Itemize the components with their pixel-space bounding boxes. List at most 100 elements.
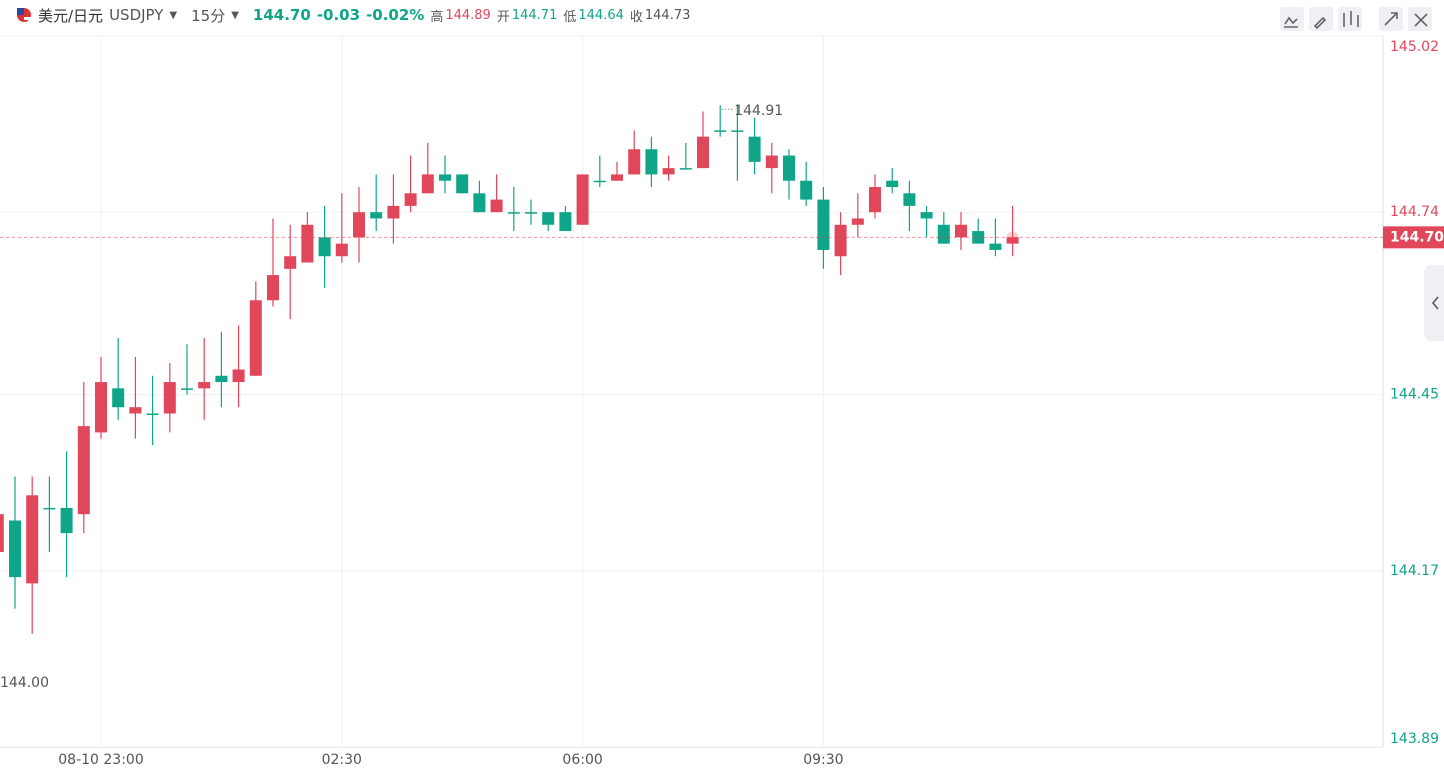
candle-body: [387, 205, 400, 219]
candle-body: [989, 243, 1002, 250]
candle-body: [9, 520, 21, 578]
label: 高: [430, 9, 444, 25]
candle-body: [955, 224, 967, 238]
x-tick-label: 09:30: [803, 752, 843, 768]
candle-body: [662, 168, 675, 175]
candle-body: [473, 193, 486, 213]
tool-button[interactable]: [1309, 7, 1333, 31]
candle-body: [576, 174, 589, 225]
candle-body: [714, 130, 727, 132]
low: 144.64: [578, 7, 624, 23]
x-tick-label: 06:00: [562, 752, 602, 768]
candle-body: [593, 180, 606, 183]
candle-body: [765, 155, 778, 169]
candle-body: [112, 388, 125, 408]
close: 144.73: [644, 7, 691, 23]
interval[interactable]: 15分: [191, 6, 226, 25]
candle-body: [559, 212, 572, 232]
candle-body: [232, 369, 245, 383]
price: 144.70: [252, 6, 311, 24]
dropdown[interactable]: ▼: [231, 9, 239, 21]
y-tick-label: 144.45: [1390, 387, 1439, 403]
header: 美元/日元 USDJPY ▼ 15分 ▼ 144.70 -0.03 -0.02%…: [0, 0, 1444, 30]
last-price-dot: [1006, 231, 1019, 244]
candle-body: [284, 256, 297, 269]
candle-body: [318, 237, 331, 257]
candle-body: [645, 149, 658, 175]
candle-body: [181, 388, 193, 390]
candle-body: [60, 507, 73, 534]
candle-body: [370, 212, 383, 219]
candle-body: [886, 180, 899, 188]
tool-button[interactable]: [1338, 7, 1362, 31]
tool-button[interactable]: [1280, 7, 1304, 31]
candle-body: [542, 212, 555, 225]
candle-body: [800, 180, 813, 200]
change: -0.03: [316, 6, 361, 24]
expand-button[interactable]: [1379, 7, 1403, 31]
y-tick-label: 145.02: [1390, 39, 1439, 55]
y-tick-label: 144.17: [1390, 563, 1439, 579]
candle-body: [697, 136, 709, 169]
dropdown[interactable]: ▼: [169, 9, 178, 21]
candle-body: [421, 174, 434, 194]
candle-body: [198, 382, 211, 389]
candle-body: [456, 174, 469, 194]
candle-body: [972, 231, 985, 244]
label: 低: [563, 9, 577, 25]
candle-body: [937, 224, 950, 244]
flag-icon: [17, 8, 31, 22]
open: 144.71: [511, 7, 558, 23]
candle-body: [267, 275, 279, 301]
candle-body: [731, 130, 744, 132]
candle-body: [95, 382, 107, 433]
last-price-tag: [1383, 226, 1444, 249]
candle-body: [525, 212, 537, 214]
symbol[interactable]: USDJPY: [109, 6, 164, 24]
y-tick-label: 143.89: [1390, 731, 1439, 747]
candle-body: [43, 507, 56, 510]
candle-body: [507, 212, 520, 214]
side-toggle[interactable]: [1424, 265, 1444, 341]
change-pct: -0.02%: [366, 6, 425, 24]
candle-body: [439, 174, 451, 181]
candle-body: [628, 149, 641, 175]
candle-body: [77, 426, 90, 515]
label: 收: [629, 9, 643, 25]
candle-body: [679, 168, 692, 170]
candle-body: [748, 136, 761, 162]
candle-body: [490, 199, 503, 213]
close-button[interactable]: [1408, 7, 1432, 31]
candle-body: [129, 407, 142, 414]
candle-body: [404, 193, 417, 206]
candle-body: [26, 495, 39, 584]
candle-body: [0, 514, 4, 552]
label: 开: [496, 9, 510, 25]
candle-body: [1006, 237, 1019, 244]
candle-body: [611, 174, 623, 181]
candle-body: [353, 212, 365, 238]
x-tick-label: 02:30: [322, 752, 362, 768]
candle-body: [146, 413, 159, 416]
pair: 美元/日元: [38, 6, 104, 25]
candle-body: [301, 224, 314, 263]
candle-body: [834, 224, 847, 257]
candle-body: [335, 243, 348, 257]
low-marker-label: 144.00: [0, 675, 49, 691]
candle-body: [783, 155, 795, 181]
candle-body: [851, 218, 864, 225]
candle-body: [903, 193, 916, 206]
y-tick-label: 144.74: [1390, 204, 1439, 220]
candle-body: [869, 187, 881, 213]
x-tick-label: 08-10 23:00: [58, 752, 143, 768]
high: 144.89: [445, 7, 491, 23]
candle-body: [215, 375, 228, 383]
candle-body: [817, 199, 830, 250]
last-price-label: 144.70: [1390, 229, 1444, 245]
candle-body: [249, 300, 262, 376]
candle-body: [920, 212, 933, 219]
high-marker-label: 144.91: [734, 103, 783, 119]
candle-body: [163, 382, 176, 414]
